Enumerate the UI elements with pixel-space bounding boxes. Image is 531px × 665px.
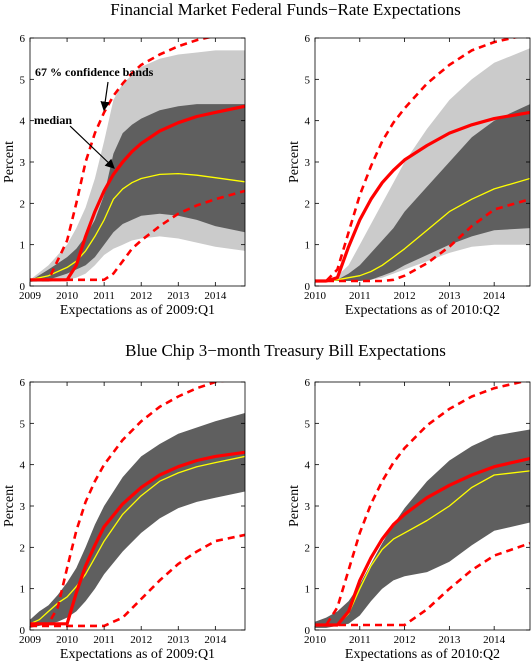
x-tick-label: 2014 <box>483 290 506 302</box>
x-tick-label: 2014 <box>483 634 506 646</box>
y-tick-label: 1 <box>20 584 26 596</box>
y-tick-label: 3 <box>20 501 26 513</box>
median-annotation-arrow <box>69 125 115 169</box>
dashed-lower-line <box>30 189 245 282</box>
x-tick-label: 2010 <box>56 634 79 646</box>
y-tick-label: 0 <box>20 281 26 293</box>
x-tick-label: 2010 <box>56 290 79 302</box>
inner-confidence-band <box>30 413 245 628</box>
mean-line <box>315 177 530 282</box>
x-tick-label: 2014 <box>204 634 227 646</box>
y-tick-label: 3 <box>305 501 311 513</box>
y-tick-label: 3 <box>305 157 311 169</box>
y-tick-label: 4 <box>20 116 26 128</box>
x-tick-label: 2012 <box>130 634 152 646</box>
inner-confidence-band <box>30 104 245 282</box>
x-tick-label: 2010 <box>304 290 327 302</box>
y-tick-label: 0 <box>305 625 311 637</box>
median-line <box>315 110 530 283</box>
y-tick-label: 3 <box>20 157 26 169</box>
panel-bottom-left: 0 1 2 3 4 5 6 2009 2010 2011 2012 2013 2014Expectati… <box>2 377 246 662</box>
dashed-upper-line <box>315 382 527 627</box>
y-tick-label: 0 <box>20 625 26 637</box>
y-tick-label: 6 <box>305 33 311 45</box>
x-tick-label: 2011 <box>349 290 371 302</box>
y-axis-label: Percent <box>287 485 302 527</box>
bands-annotation: 67 % confidence bands <box>35 65 154 79</box>
dashed-lower-line <box>30 533 245 628</box>
y-tick-label: 5 <box>305 418 311 430</box>
median-annotation: median <box>34 113 72 127</box>
y-axis-label: Percent <box>2 485 17 527</box>
x-tick-label: 2011 <box>93 634 115 646</box>
bottom-section-title: Blue Chip 3−month Treasury Bill Expectat… <box>125 341 446 360</box>
y-tick-label: 2 <box>305 542 311 554</box>
plot-area <box>315 382 530 628</box>
x-tick-label: 2009 <box>19 290 42 302</box>
x-tick-label: 2012 <box>394 290 416 302</box>
y-tick-label: 1 <box>305 240 311 252</box>
x-axis-label: Expectations as of 2010:Q2 <box>345 647 500 662</box>
x-tick-label: 2013 <box>438 290 461 302</box>
dashed-upper-line <box>30 38 212 282</box>
median-line <box>30 104 245 282</box>
y-tick-label: 1 <box>305 584 311 596</box>
panel-top-right: 0 1 2 3 4 5 6 2010 2011 2012 2013 2014Expectations … <box>287 33 531 318</box>
x-tick-label: 2011 <box>349 634 371 646</box>
x-tick-label: 2012 <box>394 634 416 646</box>
y-tick-label: 6 <box>20 33 26 45</box>
y-tick-label: 5 <box>305 74 311 86</box>
y-axis-label: Percent <box>287 141 302 183</box>
plot-area <box>315 38 530 283</box>
mean-line <box>30 455 245 625</box>
x-tick-label: 2009 <box>19 634 42 646</box>
x-axis-label: Expectations as of 2010:Q2 <box>345 303 500 318</box>
x-tick-label: 2012 <box>130 290 152 302</box>
y-tick-label: 5 <box>20 74 26 86</box>
y-tick-label: 4 <box>305 116 311 128</box>
y-tick-label: 2 <box>305 198 311 210</box>
y-tick-label: 6 <box>20 377 26 389</box>
median-line <box>315 456 530 627</box>
mean-line <box>30 172 245 281</box>
x-axis-label: Expectations as of 2009:Q1 <box>60 647 215 662</box>
median-line <box>30 450 245 626</box>
y-tick-label: 4 <box>305 460 311 472</box>
x-axis-label: Expectations as of 2009:Q1 <box>60 303 215 318</box>
x-tick-label: 2013 <box>167 290 190 302</box>
y-tick-label: 0 <box>305 281 311 293</box>
bands-annotation-arrow <box>100 81 110 112</box>
y-tick-label: 1 <box>20 240 26 252</box>
inner-confidence-band <box>315 104 530 281</box>
panel-bottom-right: 0 1 2 3 4 5 6 2010 2011 2012 2013 2014Expectations … <box>287 377 531 662</box>
y-tick-label: 5 <box>20 418 26 430</box>
dashed-upper-line <box>30 382 225 626</box>
dashed-upper-line <box>315 38 518 283</box>
x-tick-label: 2013 <box>167 634 190 646</box>
y-axis-label: Percent <box>2 141 17 183</box>
plot-area <box>30 382 245 628</box>
y-tick-label: 4 <box>20 460 26 472</box>
y-tick-label: 2 <box>20 542 26 554</box>
panel-top-left: 0 1 2 3 4 5 6 2009 2010 2011 2012 2013 2014Expectati… <box>2 33 246 318</box>
y-tick-label: 2 <box>20 198 26 210</box>
top-section-title: Financial Market Federal Funds−Rate Expe… <box>110 0 461 19</box>
plot-area <box>30 38 245 282</box>
inner-confidence-band <box>315 429 530 628</box>
x-tick-label: 2011 <box>93 290 115 302</box>
y-tick-label: 6 <box>305 377 311 389</box>
x-tick-label: 2010 <box>304 634 327 646</box>
dashed-lower-line <box>315 197 530 283</box>
annotation-group: 67 % confidence bands median <box>34 65 154 169</box>
x-tick-label: 2013 <box>438 634 461 646</box>
x-tick-label: 2014 <box>204 290 227 302</box>
